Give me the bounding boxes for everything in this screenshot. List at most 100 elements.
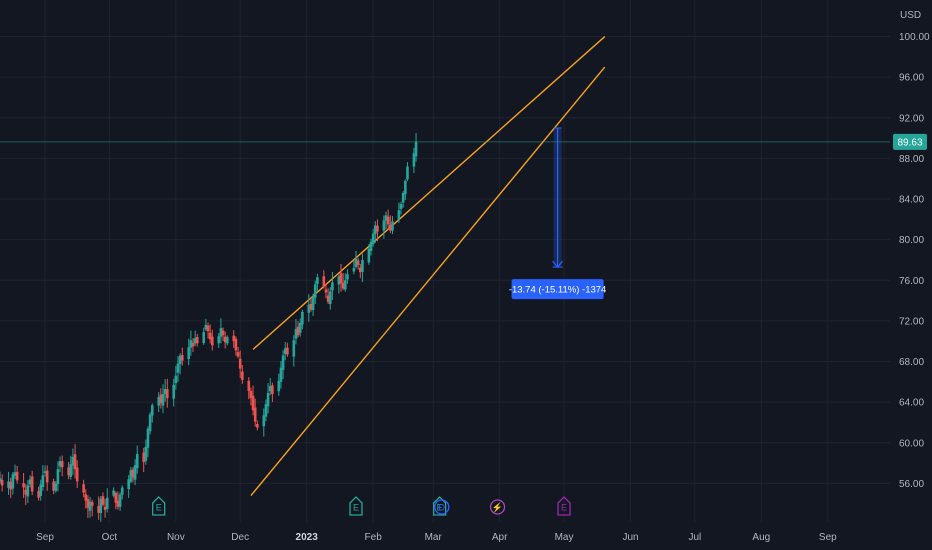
candle-body <box>401 192 405 203</box>
price-tick-label: 88.00 <box>899 154 924 165</box>
event-split-icon[interactable]: ⚡ <box>489 499 506 515</box>
candle-body <box>43 471 47 473</box>
candle-body <box>236 352 240 357</box>
price-axis[interactable]: USD 56.00 60.00 64.00 68.00 72.00 76.00 80.00 8… <box>899 10 930 490</box>
event-badge <box>152 496 166 516</box>
price-tick-label: 64.00 <box>899 398 924 409</box>
price-tick-label: 84.00 <box>899 195 924 206</box>
candle-body <box>60 461 64 468</box>
candle-body <box>82 484 85 493</box>
candle-body <box>217 336 221 344</box>
candle-body <box>283 348 287 354</box>
event-circle <box>434 499 450 515</box>
candle-body <box>234 338 238 351</box>
time-tick-label: Mar <box>425 532 443 543</box>
candle-body <box>232 335 236 342</box>
time-tick-label: Feb <box>365 532 383 543</box>
candle-body <box>294 329 298 339</box>
price-range-measure[interactable]: -13.74 (-15.11%) -1374 <box>509 127 607 300</box>
candle-body <box>28 479 32 485</box>
candle-body <box>311 296 315 310</box>
candle-body <box>75 467 79 482</box>
candle-body <box>39 484 43 496</box>
candle-body <box>146 428 150 448</box>
time-tick-label: May <box>555 532 574 543</box>
candle-body <box>324 289 328 293</box>
candle-body <box>301 311 304 325</box>
time-tick-label: Nov <box>167 532 185 543</box>
event-earnings-icon[interactable]: E <box>349 496 363 516</box>
time-axis[interactable]: Sep Oct Nov Dec 2023 Feb Mar Apr May Jun Jul Aug Sep <box>36 532 837 543</box>
event-letter: E <box>437 503 443 513</box>
candle-body <box>271 385 274 395</box>
candle-body <box>180 355 184 361</box>
event-letter: ⚡ <box>492 502 503 514</box>
candle-body <box>176 363 180 373</box>
time-tick-label: Dec <box>231 532 249 543</box>
candle-body <box>358 267 362 273</box>
candle-body <box>114 493 118 503</box>
candle-body <box>45 470 49 483</box>
candle-body <box>404 180 407 195</box>
candle-body <box>268 385 272 392</box>
candle-body <box>157 397 160 406</box>
price-tick-label: 68.00 <box>899 357 924 368</box>
event-markers[interactable]: E E ED ⚡ E <box>152 496 571 516</box>
event-badge <box>557 496 571 516</box>
candle-body <box>165 389 169 399</box>
rising-wedge-channel[interactable] <box>250 36 606 497</box>
price-tick-label: 92.00 <box>899 113 924 124</box>
candle-body <box>22 483 25 488</box>
candle-body <box>226 337 229 344</box>
candle-body <box>135 453 139 469</box>
candle-body <box>116 500 120 507</box>
channel-line-lower[interactable] <box>250 66 606 497</box>
candle-body <box>361 259 364 272</box>
candle-body <box>150 405 154 416</box>
event-letter: E <box>156 503 162 513</box>
candle-body <box>376 225 379 232</box>
candle-body <box>367 248 371 263</box>
event-dividend-icon[interactable]: D <box>434 499 450 515</box>
event-earnings-icon[interactable]: E <box>432 496 447 516</box>
event-earnings-icon[interactable]: E <box>152 496 166 516</box>
candle-body <box>221 330 225 336</box>
candle-body <box>208 332 212 340</box>
candle-body <box>389 224 392 231</box>
candle-body <box>328 291 332 305</box>
candle-body <box>88 501 92 511</box>
candle-body <box>313 284 317 298</box>
time-tick-label: Aug <box>752 532 770 543</box>
channel-line-upper[interactable] <box>252 36 606 350</box>
event-badge <box>432 496 447 516</box>
candle-body <box>307 304 311 313</box>
candle-body <box>84 494 88 501</box>
candle-body <box>97 506 100 513</box>
candle-body <box>412 153 416 167</box>
price-tick-label: 56.00 <box>899 479 924 490</box>
candle-body <box>37 491 40 498</box>
candle-body <box>206 325 210 332</box>
candle-body <box>279 367 283 382</box>
candle-body <box>202 332 206 344</box>
candle-body <box>13 472 17 476</box>
candle-body <box>58 461 62 467</box>
candle-body <box>384 215 388 221</box>
candle-body <box>133 465 137 480</box>
candle-body <box>309 303 313 310</box>
candle-body <box>172 384 176 399</box>
candle-body <box>369 241 373 251</box>
candle-body <box>322 276 326 287</box>
candle-body <box>112 490 115 496</box>
last-price-marker: 89.63 <box>0 133 927 150</box>
time-tick-label: Jun <box>622 532 638 543</box>
candle-body <box>15 471 19 481</box>
candle-body <box>52 481 55 491</box>
candle-body <box>256 423 259 428</box>
candle-body <box>337 276 341 285</box>
candle-body <box>397 210 401 220</box>
candle-body <box>189 340 193 348</box>
event-earnings-icon[interactable]: E <box>557 496 571 516</box>
event-letter: D <box>439 503 446 513</box>
